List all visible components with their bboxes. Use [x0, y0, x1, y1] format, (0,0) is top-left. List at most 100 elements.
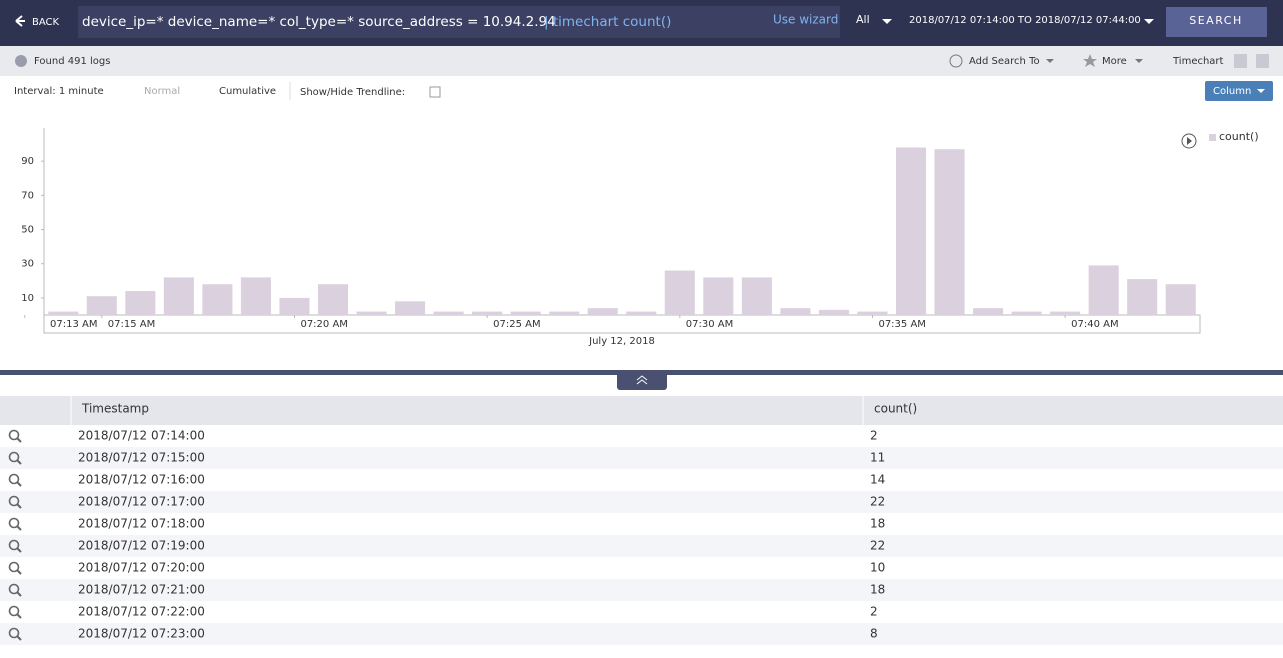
search-icon[interactable]: [8, 495, 20, 507]
bar: [895, 147, 927, 315]
search-icon[interactable]: [8, 605, 20, 617]
bar: [741, 277, 772, 315]
caret: [1144, 19, 1154, 24]
table-row: [0, 623, 1283, 645]
cumulative-option[interactable]: Cumulative: [219, 86, 276, 97]
back-button[interactable]: BACK: [32, 17, 60, 28]
more-menu[interactable]: More: [1102, 56, 1127, 67]
check-icon: [15, 55, 27, 67]
timestamp-cell: 2018/07/12 07:15:00: [78, 451, 205, 465]
y-tick-label: 30: [21, 259, 34, 270]
search-icon[interactable]: [8, 561, 20, 573]
bar: [587, 308, 618, 315]
y-tick-label: 70: [21, 190, 34, 201]
table-row: [0, 579, 1283, 601]
search-icon[interactable]: [8, 473, 20, 485]
search-icon[interactable]: [8, 429, 20, 441]
bar: [1050, 311, 1081, 315]
query-pipe: | timechart count(): [544, 14, 671, 30]
add-search[interactable]: Add Search To: [969, 56, 1040, 67]
y-tick-label: 10: [21, 293, 34, 304]
search-icon[interactable]: [8, 627, 20, 639]
bar: [395, 301, 426, 315]
timestamp-cell: 2018/07/12 07:17:00: [78, 495, 205, 509]
table-row: [0, 425, 1283, 447]
chart-kind-button[interactable]: [1205, 81, 1273, 101]
bar: [356, 311, 387, 315]
bar: [1165, 284, 1196, 315]
date-range[interactable]: 2018/07/12 07:14:00 TO 2018/07/12 07:44:…: [909, 15, 1141, 26]
query-input[interactable]: [78, 6, 840, 38]
bar: [317, 284, 349, 315]
interval: Interval: 1 minute: [14, 86, 104, 97]
table-row: [0, 535, 1283, 557]
full-view[interactable]: [1256, 54, 1269, 68]
star-icon: [1083, 54, 1097, 67]
table-row: [0, 469, 1283, 491]
plus-icon: [949, 54, 963, 68]
back-arrow[interactable]: [15, 15, 25, 27]
search-button[interactable]: [1166, 7, 1267, 37]
timestamp-cell: 2018/07/12 07:22:00: [78, 605, 205, 619]
search-icon-handle: [16, 613, 22, 619]
collapse-handle[interactable]: [617, 372, 667, 390]
count-cell: 8: [870, 627, 878, 641]
view-label: Timechart: [1172, 56, 1224, 67]
caret: [1135, 59, 1143, 63]
bar: [1127, 279, 1158, 315]
search-icon-handle: [16, 459, 22, 465]
caret: [1046, 59, 1054, 63]
bar: [1088, 265, 1119, 315]
search-icon-handle: [16, 525, 22, 531]
search-icon[interactable]: [8, 539, 20, 551]
search-icon-handle: [16, 437, 22, 443]
query-text: device_ip=* device_name=* col_type=* sou…: [82, 14, 556, 30]
search-icon-handle: [16, 547, 22, 553]
scope-select[interactable]: All: [856, 13, 870, 26]
search-icon[interactable]: [8, 451, 20, 463]
legend-swatch: [1209, 134, 1216, 141]
bar: [202, 284, 233, 315]
count-cell: 2: [870, 605, 878, 619]
column-header[interactable]: Timestamp: [81, 402, 149, 416]
normal-option[interactable]: Normal: [144, 86, 180, 97]
play-button[interactable]: [1181, 133, 1197, 149]
trendline-checkbox[interactable]: [429, 86, 441, 98]
column-header[interactable]: count(): [874, 402, 917, 416]
bar: [549, 311, 580, 315]
split-view[interactable]: [1234, 54, 1247, 68]
search-icon-handle: [16, 503, 22, 509]
bar: [472, 311, 503, 315]
timestamp-cell: 2018/07/12 07:16:00: [78, 473, 205, 487]
count-cell: 14: [870, 473, 885, 487]
caret: [882, 19, 892, 24]
x-axis-label: July 12, 2018: [588, 336, 655, 347]
chart-kind: Column: [1213, 86, 1251, 97]
timestamp-cell: 2018/07/12 07:18:00: [78, 517, 205, 531]
bar: [626, 311, 657, 315]
bar: [818, 309, 849, 315]
count-cell: 2: [870, 429, 878, 443]
toolbar: [0, 46, 1283, 76]
x-tick-label: 07:30 AM: [686, 319, 733, 330]
bar: [973, 308, 1004, 315]
legend-label[interactable]: count(): [1219, 130, 1259, 143]
bar: [780, 308, 811, 315]
count-cell: 22: [870, 539, 885, 553]
x-tick-label: 07:35 AM: [878, 319, 925, 330]
table-row: [0, 447, 1283, 469]
count-cell: 18: [870, 583, 885, 597]
search-label: SEARCH: [1189, 14, 1243, 27]
x-tick-label: 07:40 AM: [1071, 319, 1118, 330]
y-tick-label: 50: [21, 225, 34, 236]
use-wizard[interactable]: Use wizard: [773, 13, 838, 27]
search-icon[interactable]: [8, 583, 20, 595]
bar: [240, 277, 271, 315]
x-tick-label: 07:13 AM: [50, 319, 97, 330]
search-icon-handle: [16, 481, 22, 487]
trendline-label: Show/Hide Trendline:: [300, 87, 405, 98]
search-icon[interactable]: [8, 517, 20, 529]
found-count: Found 491 logs: [34, 56, 110, 67]
x-axis-box: [43, 314, 1201, 334]
